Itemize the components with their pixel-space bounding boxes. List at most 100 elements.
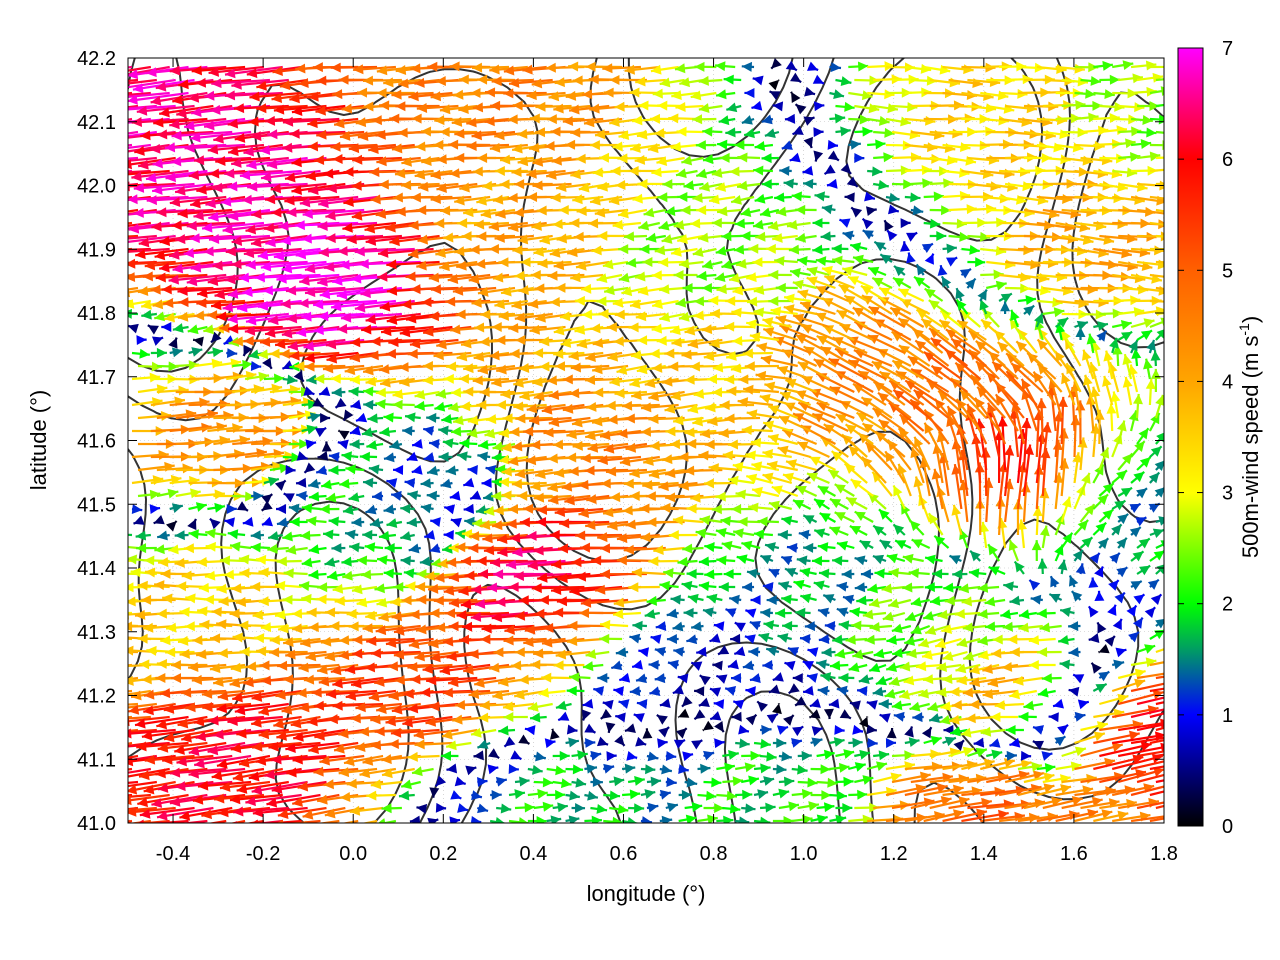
- wind-vector: [659, 815, 673, 823]
- wind-vector: [644, 609, 661, 619]
- wind-vector: [772, 815, 794, 823]
- wind-vector: [449, 816, 461, 823]
- wind-vector: [300, 637, 340, 648]
- wind-vector: [282, 531, 302, 542]
- wind-vector: [871, 471, 893, 497]
- wind-vector: [759, 724, 772, 735]
- wind-vector: [884, 450, 906, 484]
- wind-vector: [949, 554, 962, 565]
- wind-vector: [1070, 590, 1083, 602]
- wind-vector: [277, 660, 321, 671]
- wind-vector: [1093, 754, 1144, 771]
- wind-vector: [629, 633, 642, 644]
- wind-vector: [875, 675, 893, 686]
- wind-vector: [1061, 746, 1087, 758]
- wind-vector: [834, 724, 845, 735]
- wind-vector: [628, 803, 645, 814]
- wind-vector: [933, 534, 950, 549]
- wind-vector: [683, 607, 698, 618]
- wind-vector: [885, 662, 906, 673]
- y-tick-label: 41.9: [77, 239, 116, 261]
- wind-vector: [252, 609, 283, 620]
- wind-vector: [128, 806, 176, 817]
- wind-vector: [903, 636, 924, 646]
- wind-vector: [250, 581, 283, 592]
- wind-vector: [716, 815, 734, 823]
- wind-vector: [753, 738, 771, 749]
- wind-vector: [936, 431, 950, 471]
- wind-vector: [1099, 693, 1129, 706]
- wind-vector: [1149, 765, 1164, 771]
- wind-vector: [722, 776, 744, 787]
- wind-vector: [362, 529, 378, 540]
- wind-vector: [694, 686, 705, 697]
- wind-vector: [360, 569, 384, 580]
- wind-vector: [176, 754, 233, 767]
- wind-vector: [764, 542, 780, 552]
- wind-vector: [489, 817, 506, 823]
- wind-vector: [165, 647, 195, 658]
- wind-vector: [793, 579, 811, 590]
- wind-vector: [251, 819, 302, 823]
- wind-vector: [362, 477, 378, 488]
- wind-vector: [242, 516, 254, 527]
- wind-vector: [325, 492, 346, 503]
- wind-vector: [792, 725, 804, 737]
- wind-vector: [440, 750, 459, 761]
- wind-vector: [817, 485, 836, 497]
- wind-vector: [438, 451, 453, 462]
- wind-vector: [1099, 741, 1152, 758]
- wind-vector: [745, 686, 756, 697]
- wind-vector: [435, 802, 447, 813]
- wind-vector: [128, 273, 133, 277]
- wind-vector: [481, 623, 534, 634]
- wind-vector: [566, 724, 578, 735]
- wind-vector: [828, 698, 840, 709]
- wind-vector: [668, 530, 698, 541]
- wind-vector: [1055, 761, 1082, 772]
- wind-vector: [1130, 708, 1164, 719]
- wind-vector: [703, 750, 715, 761]
- wind-vector: [1130, 657, 1157, 668]
- wind-vector: [811, 555, 830, 566]
- wind-vector: [677, 556, 698, 567]
- colorbar-tick-label: 6: [1222, 149, 1233, 171]
- wind-vector: [609, 776, 625, 787]
- wind-vector: [426, 465, 440, 476]
- wind-vector: [459, 438, 478, 449]
- wind-vector: [922, 610, 943, 621]
- wind-vector: [128, 572, 139, 576]
- wind-vector: [717, 645, 730, 656]
- wind-vector: [333, 741, 378, 754]
- wind-vector: [610, 660, 623, 671]
- wind-vector: [303, 462, 316, 474]
- wind-vector: [313, 766, 359, 777]
- y-tick-label: 41.5: [77, 494, 116, 516]
- wind-vector: [815, 659, 830, 670]
- wind-vector: [463, 663, 510, 675]
- wind-vector: [503, 736, 516, 748]
- wind-vector: [783, 714, 795, 726]
- wind-vector: [727, 475, 755, 486]
- wind-vector: [224, 517, 235, 528]
- wind-vector: [348, 621, 384, 632]
- wind-vector: [762, 448, 792, 459]
- wind-vector: [492, 441, 516, 452]
- wind-vector: [584, 763, 598, 774]
- wind-vector: [745, 473, 774, 485]
- wind-vector: [1155, 564, 1164, 575]
- wind-vector: [672, 621, 685, 632]
- wind-vector: [829, 737, 845, 747]
- wind-vector: [407, 490, 421, 501]
- wind-vector: [426, 675, 478, 686]
- wind-vector: [788, 683, 800, 695]
- x-tick-label: 0.6: [610, 843, 638, 865]
- wind-vector: [388, 738, 434, 749]
- wind-vector: [465, 765, 477, 776]
- wind-vector: [456, 451, 472, 462]
- wind-vector: [735, 738, 750, 749]
- wind-vector: [823, 708, 834, 720]
- wind-vector: [756, 700, 768, 712]
- wind-vector: [813, 580, 830, 591]
- wind-vector: [797, 777, 818, 788]
